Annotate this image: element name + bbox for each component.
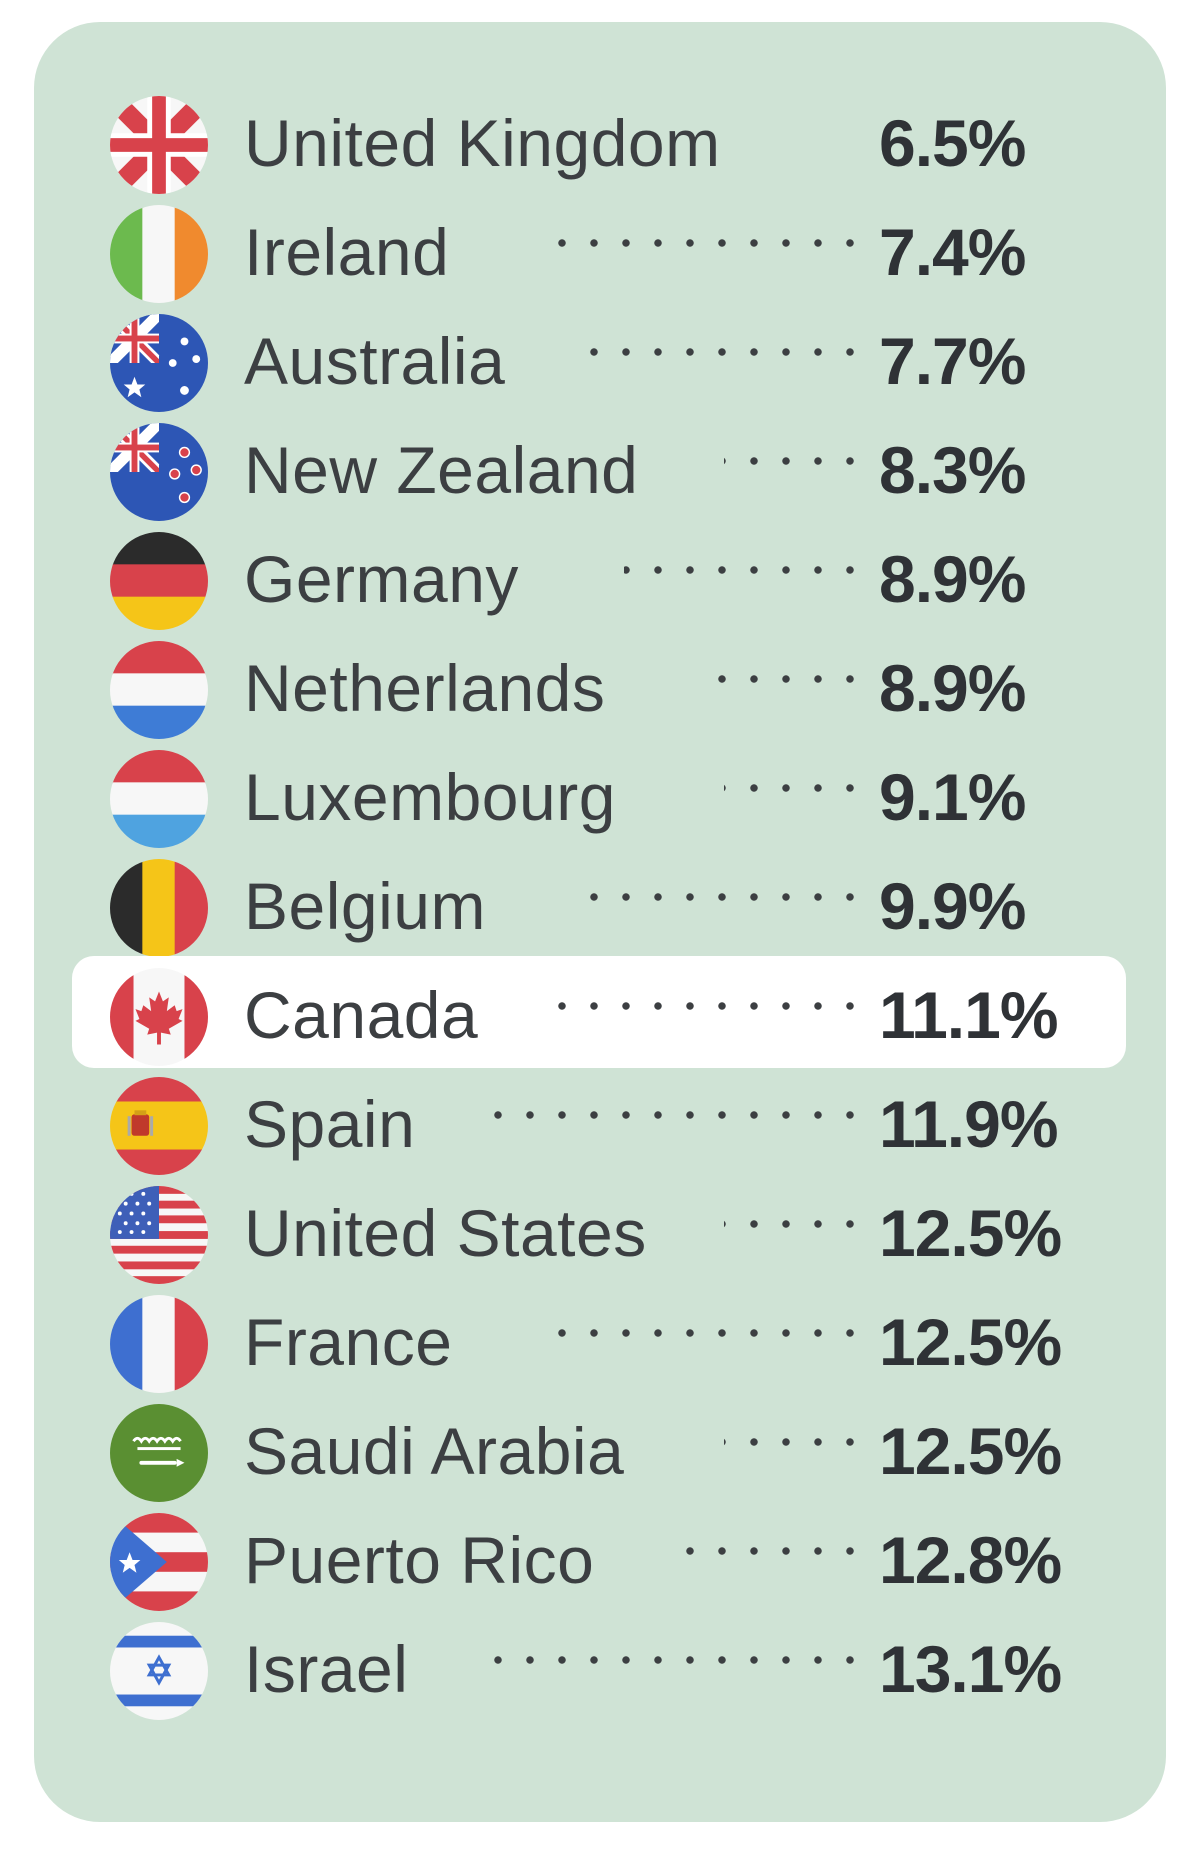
list-item: New Zealand 8.3% (34, 413, 1166, 522)
list-item-highlighted: Canada 11.1% (34, 956, 1166, 1068)
netherlands-flag-icon (110, 641, 208, 739)
country-name: Belgium (244, 869, 486, 943)
percentage-value: 11.9% (879, 1087, 1058, 1161)
luxembourg-flag-icon (110, 750, 208, 848)
country-name: United States (244, 1196, 647, 1270)
percentage-value: 9.9% (879, 869, 1026, 943)
percentage-value: 9.1% (879, 760, 1026, 834)
country-name: France (244, 1305, 453, 1379)
dot-leader (724, 455, 866, 467)
country-name: Australia (244, 324, 506, 398)
list-item: United Kingdom 6.5% (34, 86, 1166, 195)
puerto-rico-flag-icon (110, 1513, 208, 1611)
list-item: United States 12.5% (34, 1176, 1166, 1285)
list-item: Australia 7.7% (34, 304, 1166, 413)
list-item: Belgium 9.9% (34, 849, 1166, 958)
new-zealand-flag-icon (110, 423, 208, 521)
country-name: United Kingdom (244, 106, 721, 180)
usa-flag-icon (110, 1186, 208, 1284)
percentage-value: 7.7% (879, 324, 1026, 398)
france-flag-icon (110, 1295, 208, 1393)
ranking-card: United Kingdom 6.5% Ireland 7.4% (34, 22, 1166, 1822)
country-name: Spain (244, 1087, 416, 1161)
list-item: France 12.5% (34, 1285, 1166, 1394)
percentage-value: 12.5% (879, 1196, 1062, 1270)
list-item: Israel 13.1% (34, 1612, 1166, 1721)
canada-flag-icon (110, 968, 208, 1066)
percentage-value: 11.1% (879, 978, 1058, 1052)
germany-flag-icon (110, 532, 208, 630)
uk-flag-icon (110, 96, 208, 194)
list-item: Puerto Rico 12.8% (34, 1503, 1166, 1612)
country-name: Ireland (244, 215, 450, 289)
country-name: Luxembourg (244, 760, 616, 834)
australia-flag-icon (110, 314, 208, 412)
dot-leader (474, 1109, 866, 1121)
israel-flag-icon (110, 1622, 208, 1720)
dot-leader (624, 564, 866, 576)
country-name: Israel (244, 1632, 409, 1706)
belgium-flag-icon (110, 859, 208, 957)
percentage-value: 13.1% (879, 1632, 1062, 1706)
country-name: Saudi Arabia (244, 1414, 625, 1488)
percentage-value: 12.5% (879, 1414, 1062, 1488)
list-item: Saudi Arabia 12.5% (34, 1394, 1166, 1503)
saudi-arabia-flag-icon (110, 1404, 208, 1502)
percentage-value: 12.8% (879, 1523, 1062, 1597)
country-name: Canada (244, 978, 479, 1052)
dot-leader (474, 1654, 866, 1666)
percentage-value: 7.4% (879, 215, 1026, 289)
list-item: Spain 11.9% (34, 1067, 1166, 1176)
dot-leader (554, 1327, 866, 1339)
dot-leader (724, 782, 866, 794)
dot-leader (684, 1545, 866, 1557)
country-name: Germany (244, 542, 519, 616)
dot-leader (554, 237, 866, 249)
list-item: Ireland 7.4% (34, 195, 1166, 304)
dot-leader (699, 673, 866, 685)
dot-leader (724, 1218, 866, 1230)
ireland-flag-icon (110, 205, 208, 303)
list-item: Germany 8.9% (34, 522, 1166, 631)
spain-flag-icon (110, 1077, 208, 1175)
country-name: Netherlands (244, 651, 606, 725)
percentage-value: 8.3% (879, 433, 1026, 507)
dot-leader (534, 1000, 866, 1012)
list-item: Luxembourg 9.1% (34, 740, 1166, 849)
percentage-value: 6.5% (879, 106, 1026, 180)
percentage-value: 8.9% (879, 542, 1026, 616)
dot-leader (589, 891, 866, 903)
list-item: Netherlands 8.9% (34, 631, 1166, 740)
dot-leader (724, 1436, 866, 1448)
country-name: Puerto Rico (244, 1523, 595, 1597)
percentage-value: 8.9% (879, 651, 1026, 725)
dot-leader (854, 128, 866, 140)
dot-leader (589, 346, 866, 358)
percentage-value: 12.5% (879, 1305, 1062, 1379)
country-name: New Zealand (244, 433, 639, 507)
highlight-pill (72, 956, 1126, 1068)
